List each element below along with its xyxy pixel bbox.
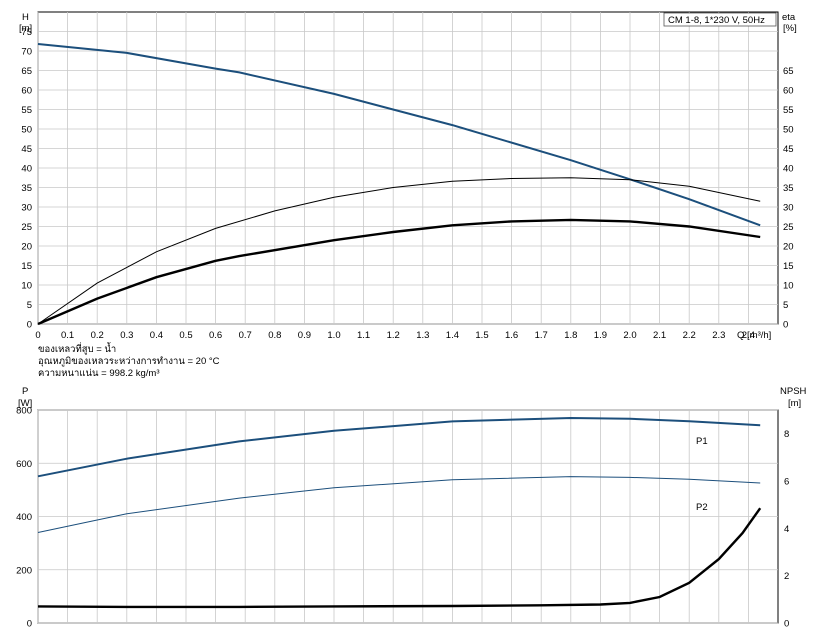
y2-tick-label: 15 [783,261,794,272]
y2-tick-label: 20 [783,242,794,253]
p-axis-label: P [22,386,28,397]
y2-tick-label: 25 [783,222,794,233]
y2-axis-label: eta [782,12,796,23]
legend-box [663,12,777,27]
x-tick-label: 0.7 [239,330,252,341]
p2-curve-label: P2 [696,502,708,513]
curve-npsh [37,507,762,609]
y-tick-label: 30 [21,203,32,214]
x-tick-label: 2.1 [653,330,666,341]
y-tick-label: 15 [21,261,32,272]
y2-tick-label: 30 [783,203,794,214]
x-axis-label: Q [m³/h] [737,330,771,341]
x-tick-label: 0.5 [179,330,192,341]
x-tick-label: 1.7 [535,330,548,341]
y-tick-label: 70 [21,47,32,58]
curve-p1 [37,416,761,478]
y-tick-label: 20 [21,242,32,253]
x-tick-label: 2.0 [623,330,636,341]
y-tick-label: 40 [21,164,32,175]
curve-p2 [37,476,761,533]
bottom-y-tick-labels: 0 200 400 600 800 [16,406,32,630]
npsh-tick-label: 4 [784,524,789,535]
x-tick-label: 1.8 [564,330,577,341]
x-tick-label: 1.2 [387,330,400,341]
x-tick-label: 2.4 [742,330,755,341]
p-tick-label: 400 [16,512,32,523]
npsh-axis-label: NPSH [780,386,807,397]
p-tick-label: 600 [16,459,32,470]
p-axis-unit: [W] [18,398,32,409]
y2-axis-unit: [%] [783,23,797,34]
y-tick-label: 0 [27,320,32,331]
y2-tick-label: 0 [783,320,788,331]
y2-tick-label: 55 [783,105,794,116]
x-tick-label: 0.3 [120,330,133,341]
y-tick-label: 50 [21,125,32,136]
y-tick-label: 25 [21,222,32,233]
y-tick-label: 45 [21,144,32,155]
y-tick-label: 75 [21,27,32,38]
chart-title: CM 1-8, 1*230 V, 50Hz [668,15,765,26]
top-gridlines [37,12,778,325]
y2-tick-label: 10 [783,281,794,292]
x-tick-label: 0.8 [268,330,281,341]
x-tick-label: 1.6 [505,330,518,341]
note-density: ความหนาแน่น = 998.2 kg/m³ [38,368,159,379]
y-tick-label: 60 [21,86,32,97]
curve-eta [37,177,761,325]
x-tick-label: 1.9 [594,330,607,341]
p-tick-label: 200 [16,565,32,576]
y2-tick-label: 35 [783,183,794,194]
npsh-tick-label: 8 [784,429,789,440]
y-tick-label: 35 [21,183,32,194]
y-tick-label: 5 [27,300,32,311]
head-efficiency-chart: 0 0.1 0.2 0.3 0.4 0.5 0.6 0.7 0.8 0.9 1.0 1.1 1.2 1.3… [19,11,797,379]
npsh-axis-unit: [m] [788,398,801,409]
x-tick-label: 2.2 [683,330,696,341]
p1-curve-label: P1 [696,436,708,447]
p-tick-label: 0 [27,619,32,630]
npsh-tick-label: 2 [784,571,789,582]
x-tick-label: 1.1 [357,330,370,341]
y-tick-label: 65 [21,66,32,77]
note-liquid: ของเหลวที่สูบ = น้ำ [38,342,116,355]
y-tick-label: 10 [21,281,32,292]
npsh-tick-label: 0 [784,619,789,630]
x-tick-label: 1.5 [475,330,488,341]
top-series-group [37,43,761,326]
x-tick-label: 0.9 [298,330,311,341]
power-npsh-chart: 0 200 400 600 800 0 2 4 6 8 P [W] NPSH [m] P1 P2 [16,386,806,630]
x-tick-label: 0.1 [61,330,74,341]
y-tick-label: 55 [21,105,32,116]
x-tick-label: 2.3 [712,330,725,341]
bottom-y2-tick-labels: 0 2 4 6 8 [784,429,789,629]
x-tick-label: 0.4 [150,330,163,341]
y-axis-unit: [m] [19,23,32,34]
top-y2-tick-labels: 0 5 10 15 20 25 30 35 40 45 50 55 60 65 [783,66,794,331]
y2-tick-label: 65 [783,66,794,77]
x-tick-label: 0.2 [91,330,104,341]
note-temperature: อุณหภูมิของเหลวระหว่างการทำงาน = 20 °C [38,356,220,367]
p-tick-label: 800 [16,406,32,417]
x-tick-label: 1.4 [446,330,459,341]
y2-tick-label: 60 [783,86,794,97]
curve-eta2 [37,218,761,326]
x-tick-label: 0 [35,330,40,341]
x-tick-label: 0.6 [209,330,222,341]
y2-tick-label: 40 [783,164,794,175]
y2-tick-label: 50 [783,125,794,136]
top-x-tick-labels: 0 0.1 0.2 0.3 0.4 0.5 0.6 0.7 0.8 0.9 1.0 1.1 1.2 1.3… [35,330,755,341]
y-axis-label: H [22,12,29,23]
x-tick-label: 1.0 [327,330,340,341]
npsh-tick-label: 6 [784,477,789,488]
y2-tick-label: 45 [783,144,794,155]
bottom-series-group [37,416,762,609]
curve-h [37,43,761,227]
top-y-tick-labels: 0 5 10 15 20 25 30 35 40 45 50 55 60 65 70 75 [21,27,32,331]
y2-tick-label: 5 [783,300,788,311]
bottom-gridlines [37,409,778,624]
x-tick-label: 1.3 [416,330,429,341]
